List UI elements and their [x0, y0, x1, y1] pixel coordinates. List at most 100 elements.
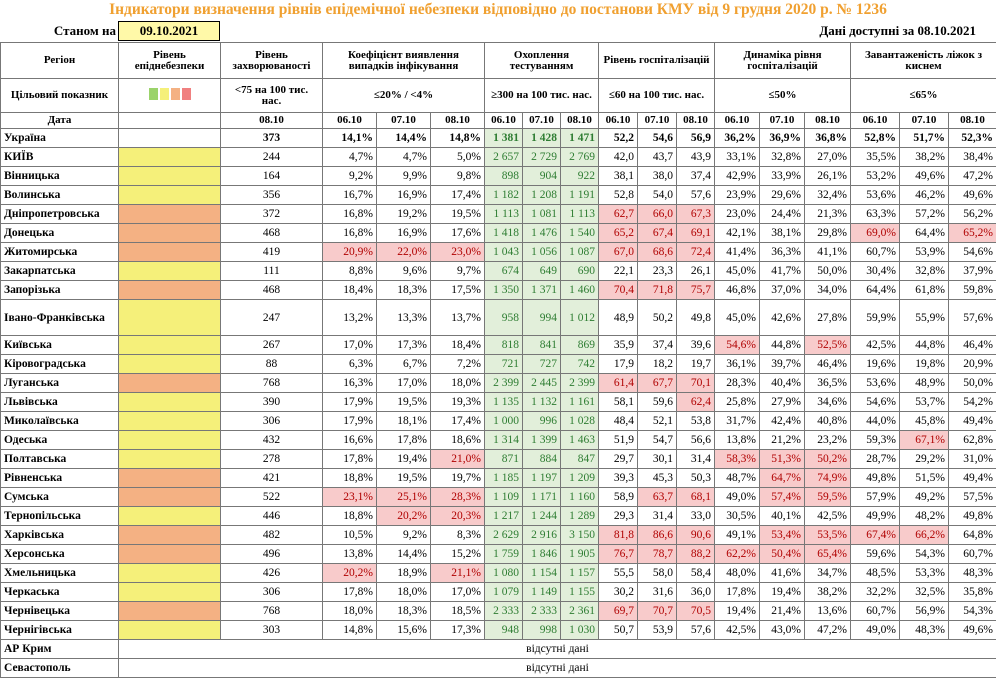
value: 58,1 [598, 392, 638, 412]
value: 57,4% [759, 487, 805, 507]
region-row: Чернігівська 303 14,8% 15,6% 17,3% 948 998 1 03… [0, 620, 996, 640]
value: 16,7% [322, 185, 377, 205]
level [118, 261, 221, 281]
group-date: 06.10 [484, 112, 523, 129]
value: 17,0% [430, 582, 485, 602]
level [118, 506, 221, 526]
value: 1 905 [560, 544, 599, 564]
value: 52,3% [947, 128, 996, 148]
value: 67,3 [676, 204, 715, 224]
value: 904 [522, 166, 561, 186]
value: 2 445 [522, 373, 561, 393]
value: 68,1 [676, 487, 715, 507]
group-target: ≤65% [849, 78, 996, 113]
value: 9,8% [430, 166, 485, 186]
value: 49,6% [947, 620, 996, 640]
value: 59,5% [804, 487, 851, 507]
region: КИЇВ [0, 147, 119, 167]
value: 49,8% [850, 468, 900, 488]
value: 62,4 [676, 392, 715, 412]
value: 40,1% [759, 506, 805, 526]
value: 1 157 [560, 563, 599, 583]
swatch [159, 88, 169, 100]
value: 1 209 [560, 468, 599, 488]
value: 31,4 [637, 506, 677, 526]
value: 17,3% [376, 335, 431, 355]
value: 53,3% [899, 563, 949, 583]
level [118, 620, 221, 640]
value: 49,6% [899, 166, 949, 186]
value: 1 012 [560, 299, 599, 336]
region: Миколаївська [0, 411, 119, 431]
value: 67,7 [637, 373, 677, 393]
value: 18,4% [430, 335, 485, 355]
value: 1 113 [484, 204, 523, 224]
region-row: КИЇВ 244 4,7% 4,7% 5,0% 2 657 2 729 2 769 42,0 43… [0, 147, 996, 167]
value: 690 [560, 261, 599, 281]
value: 46,2% [899, 185, 949, 205]
value: 6,3% [322, 354, 377, 374]
value: 419 [220, 242, 323, 262]
value: 31,7% [714, 411, 760, 431]
region: Одеська [0, 430, 119, 450]
value: 8,8% [322, 261, 377, 281]
region-row: Тернопільська 446 18,8% 20,2% 20,3% 1 217 1 24… [0, 506, 996, 526]
indicator-table: Регіон Рівень епіднебезпеки Рівень захворю… [0, 42, 996, 678]
region: АР Крим [0, 639, 119, 659]
value: 30,1 [637, 449, 677, 469]
value: 17,5% [430, 280, 485, 300]
value: 20,2% [322, 563, 377, 583]
value: 18,6% [430, 430, 485, 450]
value: 20,3% [430, 506, 485, 526]
value: 58,9 [598, 487, 638, 507]
region: Вінницька [0, 166, 119, 186]
value: 649 [522, 261, 561, 281]
region: Сумська [0, 487, 119, 507]
value: 55,9% [899, 299, 949, 336]
value: 13,7% [430, 299, 485, 336]
value: 29,8% [804, 223, 851, 243]
value: 37,4 [676, 166, 715, 186]
value: 2 361 [560, 601, 599, 621]
value: 1 132 [522, 392, 561, 412]
value: 36,2% [714, 128, 760, 148]
value: 998 [522, 620, 561, 640]
value: 57,6% [947, 299, 996, 336]
value: 53,6% [850, 373, 900, 393]
group-name: Рівень госпіталізацій [598, 42, 715, 79]
value: 32,8% [899, 261, 949, 281]
value: 17,3% [430, 620, 485, 640]
value: 1 056 [522, 242, 561, 262]
region-row: Черкаська 306 17,8% 18,0% 17,0% 1 079 1 149 1 1… [0, 582, 996, 602]
level [118, 223, 221, 243]
region-row: Кіровоградська 88 6,3% 6,7% 7,2% 721 727 742 17,… [0, 354, 996, 374]
region-row: Житомирська 419 20,9% 22,0% 23,0% 1 043 1 056 1… [0, 242, 996, 262]
value: 841 [522, 335, 561, 355]
value: 63,7 [637, 487, 677, 507]
value: 39,3 [598, 468, 638, 488]
value: 18,8% [322, 468, 377, 488]
header-row: Регіон Рівень епіднебезпеки Рівень захворю… [0, 42, 996, 79]
value: 50,7 [598, 620, 638, 640]
value: 15,6% [376, 620, 431, 640]
group-target: <75 на 100 тис. нас. [220, 78, 323, 113]
value: 44,0% [850, 411, 900, 431]
group-name: Завантаженість ліжок з киснем [849, 42, 996, 79]
value: 306 [220, 411, 323, 431]
value: 996 [522, 411, 561, 431]
group-date: 06.10 [850, 112, 900, 129]
value: 22,1 [598, 261, 638, 281]
value: 53,9 [637, 620, 677, 640]
value: 19,5% [376, 392, 431, 412]
value: 1 080 [484, 563, 523, 583]
value: 78,7 [637, 544, 677, 564]
level [118, 582, 221, 602]
value: 16,6% [322, 430, 377, 450]
value: 20,9% [947, 354, 996, 374]
value: 49,0% [714, 487, 760, 507]
value: 2 916 [522, 525, 561, 545]
value: 1 350 [484, 280, 523, 300]
target-header: Цільовий показник [0, 78, 119, 113]
level [118, 166, 221, 186]
value: 29,7 [598, 449, 638, 469]
